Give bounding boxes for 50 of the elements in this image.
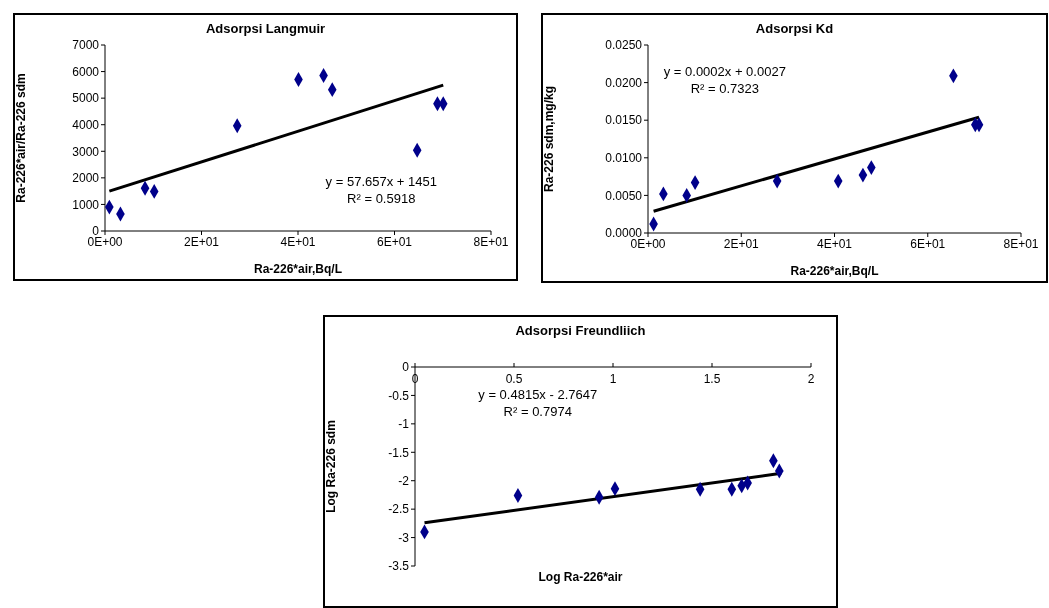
x-tick-label: 0.5 xyxy=(505,372,523,386)
x-tick-label: 4E+01 xyxy=(280,234,316,249)
x-tick-label: 1 xyxy=(609,372,617,386)
y-tick-label: -1.5 xyxy=(388,445,410,460)
annotation: y = 0.4815x - 2.7647 xyxy=(478,386,598,404)
y-tick-label: 0 xyxy=(402,360,410,375)
x-tick-label: 1.5 xyxy=(703,372,721,386)
y-tick-label: 0.0050 xyxy=(605,188,643,203)
y-tick-label: 7000 xyxy=(72,38,100,53)
x-tick-label: 8E+01 xyxy=(473,234,509,249)
x-axis-title: Ra-226*air,Bq/L xyxy=(790,264,879,278)
x-axis-title: Ra-226*air,Bq/L xyxy=(253,262,343,276)
x-tick-label: 6E+01 xyxy=(376,234,413,249)
annotation: R² = 0.7323 xyxy=(689,79,760,97)
y-axis-title: Ra-226*air/Ra-226 sdm xyxy=(14,73,29,203)
y-axis-title: Log Ra-226 sdm xyxy=(324,420,339,513)
y-tick-label: -3.5 xyxy=(388,559,410,574)
y-tick-label: -0.5 xyxy=(388,388,410,403)
y-tick-label: 1000 xyxy=(72,197,100,212)
y-tick-label: 0.0200 xyxy=(605,75,643,90)
x-axis-title: Log Ra-226*air xyxy=(538,570,623,584)
chart-title: Adsorpsi Langmuir xyxy=(204,21,327,36)
y-tick-label: 5000 xyxy=(72,91,100,106)
x-tick-label: 4E+01 xyxy=(816,236,853,251)
y-tick-label: 4000 xyxy=(72,117,100,132)
chart-title: Adsorpsi Freundliich xyxy=(514,323,647,338)
y-tick-label: 0.0100 xyxy=(605,151,643,166)
y-axis-title: Ra-226 sdm,mg/kg xyxy=(542,85,557,193)
x-tick-label: 2E+01 xyxy=(183,234,220,249)
chart-title: Adsorpsi Kd xyxy=(754,21,835,36)
y-tick-label: -3 xyxy=(398,530,410,545)
annotation: R² = 0.5918 xyxy=(346,190,417,208)
annotation: y = 57.657x + 1451 xyxy=(325,173,437,191)
y-tick-label: -2 xyxy=(398,473,410,488)
annotation: R² = 0.7974 xyxy=(502,403,573,421)
y-tick-label: 2000 xyxy=(72,171,100,186)
y-tick-label: 0.0150 xyxy=(605,113,643,128)
y-tick-label: 3000 xyxy=(72,144,100,159)
x-tick-label: 8E+01 xyxy=(1003,236,1039,251)
x-tick-label: 0E+00 xyxy=(630,236,666,251)
y-tick-label: 6000 xyxy=(72,64,100,79)
y-tick-label: -1 xyxy=(398,417,410,432)
x-tick-label: 2E+01 xyxy=(723,236,760,251)
x-tick-label: 0 xyxy=(411,372,419,386)
x-tick-label: 0E+00 xyxy=(87,234,123,249)
annotation: y = 0.0002x + 0.0027 xyxy=(663,62,786,80)
x-tick-label: 6E+01 xyxy=(910,236,946,251)
x-tick-label: 2 xyxy=(807,372,815,386)
y-tick-label: 0.0250 xyxy=(605,38,643,53)
y-tick-label: -2.5 xyxy=(388,502,410,517)
